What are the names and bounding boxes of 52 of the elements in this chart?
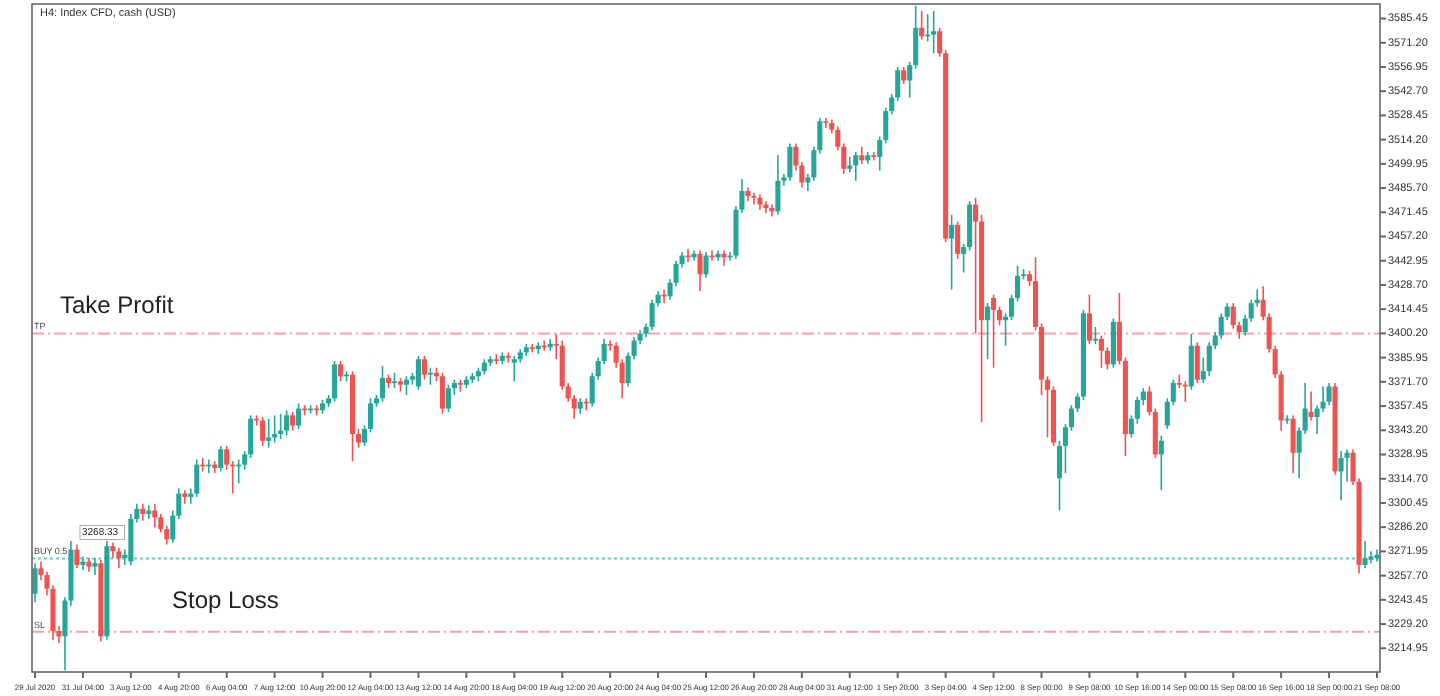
candlestick	[1194, 341, 1200, 384]
candlestick	[116, 547, 122, 570]
candlestick	[1326, 382, 1332, 406]
candlestick	[338, 360, 344, 383]
candlestick	[955, 220, 961, 260]
candlestick	[439, 372, 445, 415]
candlestick	[985, 302, 991, 361]
candlestick	[649, 298, 655, 332]
candlestick	[1188, 332, 1194, 391]
annotation: Take Profit	[60, 291, 175, 320]
candlestick	[715, 249, 721, 262]
candlestick	[379, 365, 386, 403]
candlestick	[1290, 414, 1296, 474]
candlestick	[919, 10, 925, 41]
candlestick	[931, 10, 937, 55]
candlestick	[403, 375, 409, 396]
candlestick	[194, 458, 200, 498]
candlestick	[32, 562, 38, 604]
candlestick	[823, 117, 829, 129]
candlestick	[1098, 334, 1104, 369]
candlestick	[445, 383, 451, 413]
candlestick	[415, 355, 421, 391]
annotation: Stop Loss	[172, 585, 279, 614]
candlestick	[787, 142, 793, 182]
candlestick	[290, 411, 296, 432]
candlestick	[775, 154, 781, 216]
candlestick	[721, 249, 727, 267]
candlestick	[284, 409, 290, 437]
candlestick	[949, 213, 955, 291]
candlestick	[218, 445, 224, 473]
candlestick	[266, 417, 272, 449]
candlestick	[703, 251, 709, 279]
candlestick	[92, 557, 98, 576]
candlestick	[332, 360, 338, 403]
candlestick	[697, 249, 703, 293]
candlestick	[1338, 450, 1344, 502]
candlestick	[1086, 293, 1092, 345]
candlestick	[260, 416, 266, 447]
candlestick	[751, 191, 757, 206]
candlestick	[74, 543, 80, 570]
candlestick	[691, 249, 697, 262]
candlestick	[1308, 390, 1314, 422]
candlestick	[991, 293, 997, 369]
candlestick	[421, 355, 427, 381]
candlestick	[1158, 434, 1164, 491]
candlestick	[1110, 317, 1116, 369]
candlestick	[296, 402, 302, 430]
candlestick	[853, 151, 859, 182]
candlestick	[511, 355, 517, 383]
candlestick	[1362, 540, 1368, 570]
candlestick	[505, 351, 511, 364]
candlestick	[847, 156, 853, 174]
